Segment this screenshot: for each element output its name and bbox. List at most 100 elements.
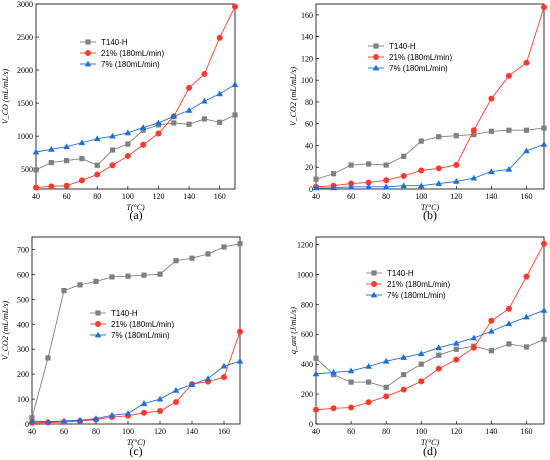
series-square — [313, 336, 547, 390]
data-point — [470, 174, 478, 181]
legend-label: 7% (180mL/min) — [387, 291, 446, 300]
legend-label: 7% (180mL/min) — [111, 331, 170, 340]
x-tick-label: 160 — [520, 427, 532, 436]
data-point — [541, 125, 547, 131]
x-tick-label: 40 — [32, 192, 40, 201]
x-tick-label: 40 — [312, 192, 320, 201]
legend-marker — [373, 43, 379, 49]
y-tick-label: 0 — [309, 185, 313, 194]
y-tick-label: 200 — [17, 370, 29, 379]
data-point — [76, 416, 84, 423]
data-point — [505, 320, 513, 327]
data-point — [157, 408, 163, 415]
data-point — [45, 355, 51, 361]
x-tick-label: 60 — [347, 427, 355, 436]
data-point — [382, 357, 390, 364]
data-point — [348, 404, 355, 411]
data-point — [125, 273, 131, 279]
y-tick-label: 800 — [301, 300, 313, 309]
data-point — [505, 72, 512, 79]
data-point — [109, 132, 116, 139]
data-point — [471, 131, 477, 138]
x-tick-label: 80 — [382, 192, 390, 201]
data-point — [347, 367, 355, 374]
y-tick-label: 40 — [305, 141, 313, 150]
data-point — [221, 244, 227, 250]
data-point — [79, 156, 85, 162]
data-point — [383, 393, 390, 400]
data-point — [435, 365, 442, 372]
y-tick-label: 80 — [305, 98, 313, 107]
series-line — [315, 7, 545, 188]
legend-label: T140-H — [111, 309, 138, 318]
data-point — [93, 135, 101, 142]
data-point — [401, 153, 407, 159]
y-tick-label: 0 — [309, 420, 313, 429]
data-point — [523, 313, 530, 320]
data-point — [365, 363, 372, 369]
chart-panel-a: 40 60 80 100 120 140 160 500 1000 1500 2000 2500 300… — [1, 0, 239, 222]
y-tick-label: 400 — [17, 320, 29, 329]
data-point — [109, 274, 115, 280]
data-point — [201, 116, 207, 122]
data-point — [418, 361, 424, 367]
data-point — [204, 375, 212, 382]
y-tick-label: 2000 — [17, 66, 33, 75]
y-tick-label: 160 — [301, 11, 313, 20]
data-point — [125, 141, 131, 147]
data-point — [124, 152, 131, 159]
data-point — [63, 143, 70, 150]
x-axis-label: T(°C) — [421, 203, 440, 212]
data-point — [366, 161, 372, 167]
data-point — [541, 336, 547, 343]
x-tick-label: 40 — [312, 427, 320, 436]
chart-panel-d: 40 60 80 100 120 140 160 0 200 400 600 800 1000 1200 T… — [289, 236, 548, 458]
y-axis-label: q_ant (J/mL/s) — [289, 307, 298, 354]
y-tick-label: 500 — [21, 165, 33, 174]
data-point — [186, 121, 192, 127]
data-point — [540, 140, 548, 147]
data-point — [418, 138, 424, 144]
data-point — [312, 184, 320, 191]
series-line — [316, 143, 545, 189]
x-tick-label: 80 — [382, 427, 390, 436]
y-tick-label: 0 — [25, 420, 29, 429]
data-point — [205, 251, 211, 257]
data-point — [140, 400, 148, 406]
series-line — [31, 243, 241, 418]
data-point — [505, 166, 513, 172]
data-point — [453, 162, 460, 169]
legend: T140-H 21% (180mL/min) 7% (180mL/min) — [368, 42, 452, 73]
x-tick-label: 60 — [63, 192, 71, 201]
legend-marker — [371, 281, 377, 287]
x-tick-label: 140 — [183, 192, 195, 201]
data-point — [470, 344, 477, 351]
legend-marker — [94, 331, 102, 338]
series-circle — [313, 4, 547, 190]
data-point — [523, 59, 530, 66]
series-square — [33, 112, 238, 173]
panel-label: (d) — [423, 444, 437, 458]
data-point — [330, 368, 337, 375]
data-point — [418, 167, 425, 174]
data-point — [236, 357, 244, 364]
x-tick-label: 80 — [93, 192, 101, 201]
data-point — [382, 183, 390, 190]
x-tick-label: 140 — [186, 427, 198, 436]
data-point — [453, 177, 460, 184]
data-point — [400, 354, 407, 360]
data-point — [418, 378, 425, 385]
data-point — [436, 352, 442, 358]
data-point — [217, 119, 223, 125]
data-point — [366, 379, 372, 385]
y-tick-label: 600 — [301, 330, 313, 339]
data-point — [365, 399, 372, 406]
data-point — [173, 399, 179, 406]
legend-marker — [85, 50, 91, 56]
data-point — [488, 128, 494, 134]
data-point — [506, 127, 512, 133]
x-tick-label: 160 — [218, 427, 230, 436]
y-tick-label: 20 — [305, 163, 313, 172]
data-point — [523, 147, 530, 154]
